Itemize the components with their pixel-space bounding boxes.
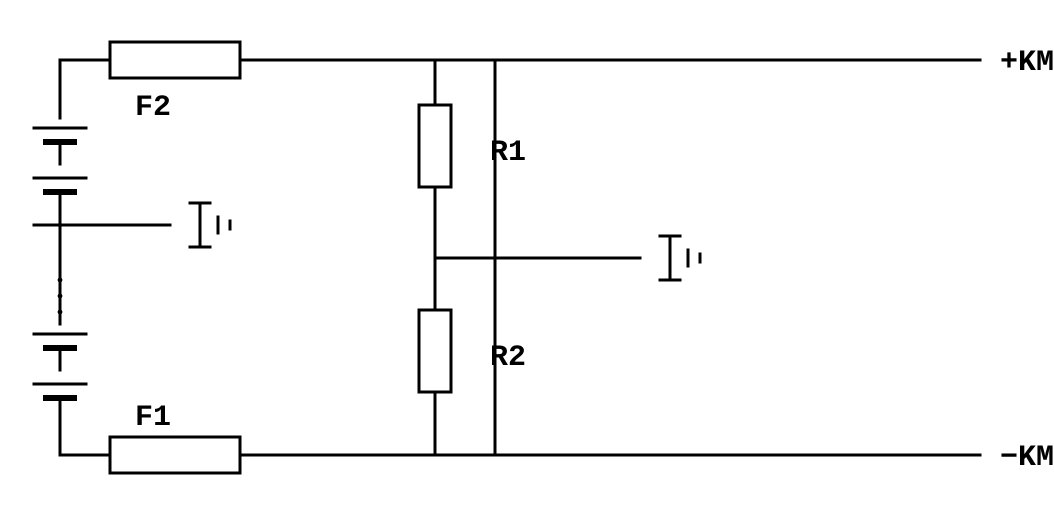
resistor-r2 [419,310,451,392]
label-f2: F2 [135,91,171,125]
ground-mid-icon [660,236,700,280]
label-f1: F1 [135,401,171,435]
circuit-diagram: F2 F1 R1 R2 +KM −KM [0,0,1054,505]
ground-left-icon [190,203,230,247]
label-r1: R1 [490,136,526,170]
label-neg-km: −KM [1000,441,1054,475]
fuse-f1 [110,437,240,473]
fuse-f2 [110,42,240,78]
label-r2: R2 [490,341,526,375]
label-pos-km: +KM [1000,46,1054,80]
resistor-r1 [419,105,451,187]
